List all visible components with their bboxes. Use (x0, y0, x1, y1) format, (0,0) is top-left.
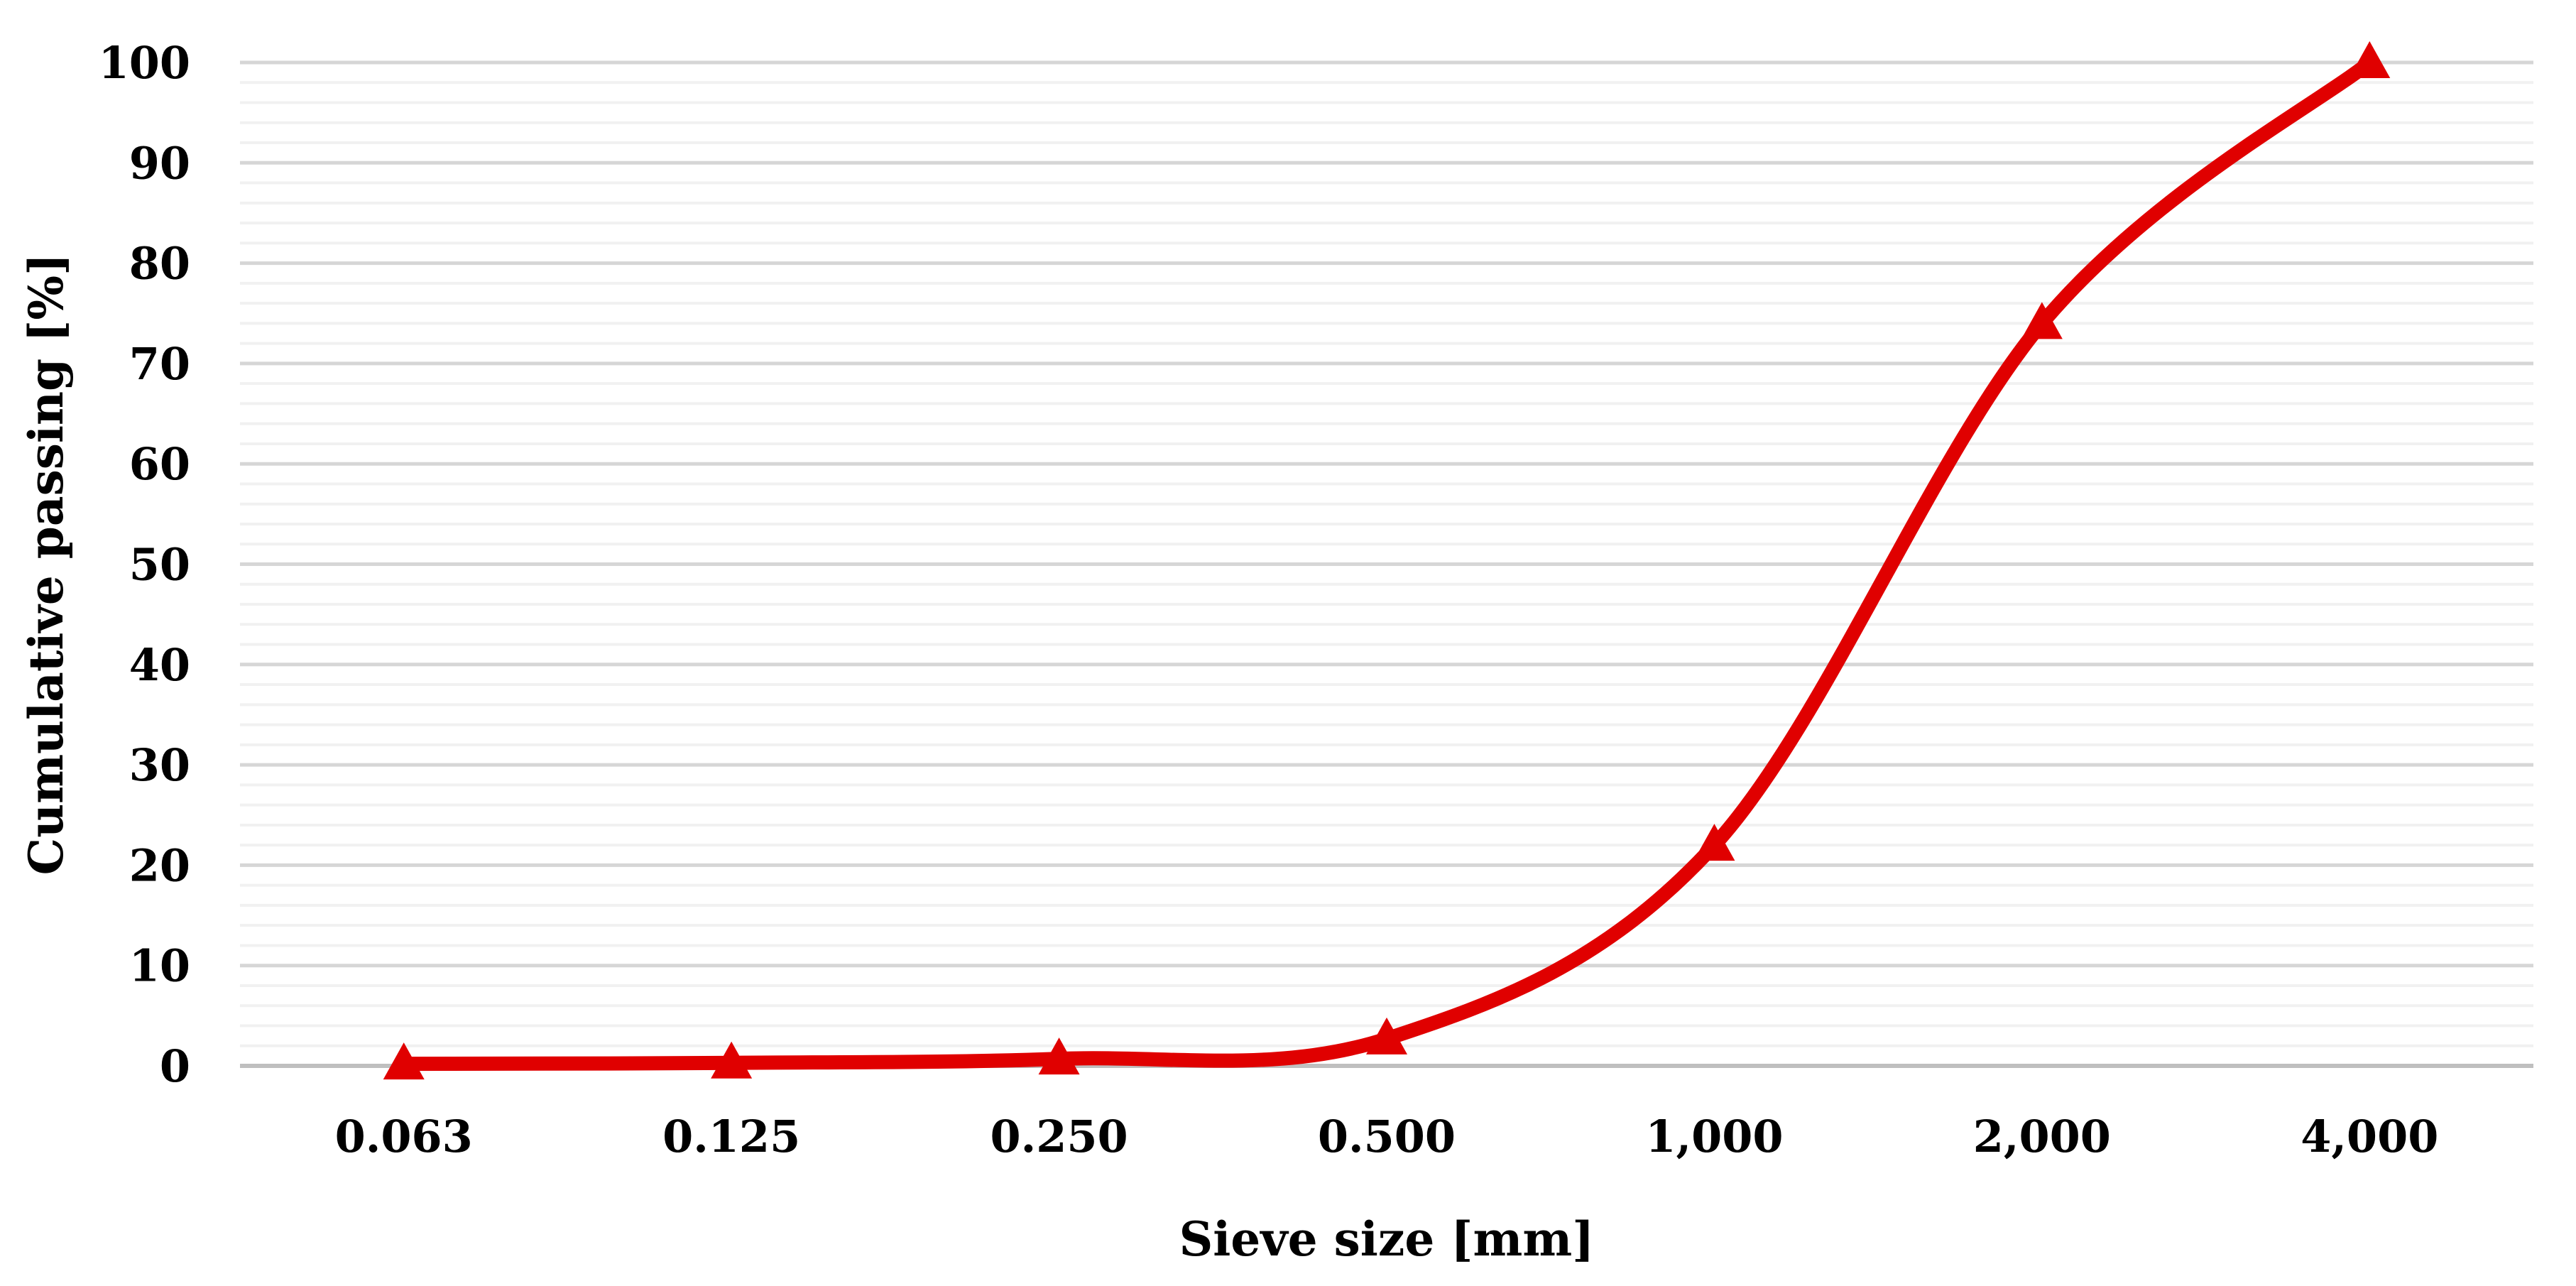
y-tick-label: 10 (129, 940, 190, 992)
major-gridlines (240, 60, 2533, 1068)
data-point-marker (2349, 41, 2391, 78)
x-tick-label: 1,000 (1645, 1111, 1783, 1162)
x-axis-tick-labels: 0.063 0.125 0.250 0.500 1,000 2,000 4,000 (335, 1111, 2439, 1162)
y-tick-label: 30 (129, 739, 190, 791)
y-tick-label: 0 (160, 1040, 190, 1092)
data-point-marker (1366, 1017, 1407, 1055)
x-tick-label: 4,000 (2301, 1111, 2438, 1162)
x-tick-label: 0.063 (335, 1111, 473, 1162)
y-tick-label: 40 (129, 639, 190, 691)
y-tick-label: 20 (129, 839, 190, 891)
data-point-marker (1038, 1037, 1080, 1075)
x-tick-label: 0.500 (1318, 1111, 1456, 1162)
x-tick-label: 0.250 (990, 1111, 1128, 1162)
y-axis-title: Cumulative passing [%] (18, 254, 74, 876)
x-axis-title: Sieve size [mm] (1179, 1211, 1595, 1267)
y-tick-label: 70 (129, 338, 190, 390)
series-cumulative-passing (383, 41, 2391, 1080)
y-axis-tick-labels: 0 10 20 30 40 50 60 70 80 90 100 (99, 37, 190, 1092)
y-tick-label: 80 (129, 238, 190, 290)
data-point-marker (1693, 824, 1735, 861)
y-tick-label: 90 (129, 137, 190, 189)
x-tick-label: 0.125 (662, 1111, 800, 1162)
data-point-marker (383, 1042, 425, 1080)
y-tick-label: 100 (99, 37, 190, 89)
data-point-marker (711, 1041, 753, 1079)
x-tick-label: 2,000 (1973, 1111, 2111, 1162)
data-point-marker (2021, 302, 2063, 339)
y-tick-label: 50 (129, 539, 190, 591)
minor-gridlines (240, 81, 2533, 1047)
y-tick-label: 60 (129, 438, 190, 490)
